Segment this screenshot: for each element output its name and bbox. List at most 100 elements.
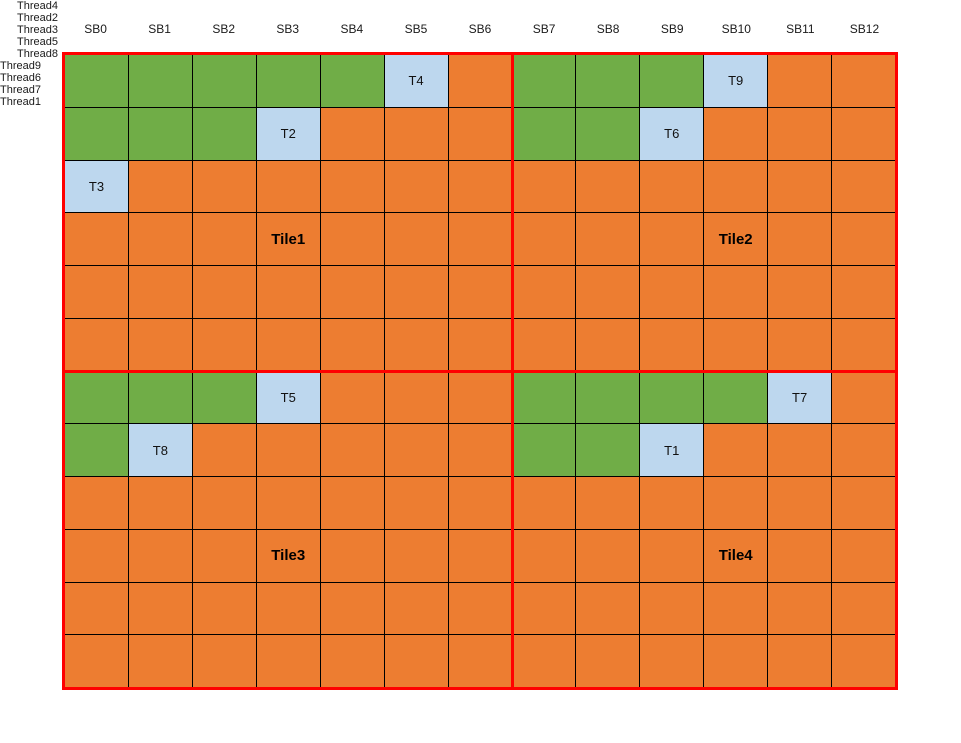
column-header-sb3: SB3 <box>276 22 300 36</box>
column-header-sb1: SB1 <box>148 22 171 36</box>
grid-cell-orange <box>384 318 448 371</box>
grid-cell-orange <box>320 582 384 635</box>
grid-cell-orange <box>640 213 704 265</box>
grid-cell-orange <box>512 160 576 213</box>
thread-label-thread1: Thread1 <box>0 96 41 108</box>
grid-cell-orange <box>320 477 384 529</box>
thread-label-thread6: Thread6 <box>0 72 41 84</box>
grid-cell-green <box>512 371 576 424</box>
grid-cell-orange <box>256 477 320 529</box>
grid-cell-green <box>512 424 576 476</box>
grid-cell-orange <box>256 160 320 213</box>
tile-label-tile4: Tile4 <box>718 547 753 565</box>
grid-cell-green <box>512 55 576 107</box>
grid-cell-orange <box>448 635 512 687</box>
tile-label-tile2: Tile2 <box>718 230 753 248</box>
grid-cell-orange <box>512 213 576 265</box>
grid-cell-orange <box>512 582 576 635</box>
grid-cell-orange <box>192 318 256 371</box>
grid-cell-orange <box>320 635 384 687</box>
tile-label-tile1: Tile1 <box>271 230 306 248</box>
thread-cell-t8: T8 <box>128 424 192 476</box>
grid-cell-orange <box>832 371 895 424</box>
grid-cell-orange <box>128 477 192 529</box>
grid-cell-green <box>192 107 256 160</box>
grid-cell-green <box>576 371 640 424</box>
grid-cell-orange <box>192 160 256 213</box>
grid-cell-orange <box>832 477 895 529</box>
grid-cell-orange <box>320 160 384 213</box>
grid-cell-orange <box>448 266 512 318</box>
grid-cell-orange <box>192 266 256 318</box>
grid-cell-orange <box>640 160 704 213</box>
grid-cell-green <box>256 55 320 107</box>
grid-cell-orange <box>768 213 832 265</box>
grid-cell-orange <box>448 55 512 107</box>
grid-cell-green <box>640 55 704 107</box>
grid-cell-orange <box>384 582 448 635</box>
grid-cell-orange <box>448 477 512 529</box>
grid-cell-orange <box>65 213 128 265</box>
grid-cell-green <box>512 107 576 160</box>
thread-cell-t6: T6 <box>640 107 704 160</box>
grid-cell-orange <box>128 160 192 213</box>
grid-cell-green <box>65 371 128 424</box>
grid-cell-orange <box>768 160 832 213</box>
grid-cell-orange: Tile4 <box>704 529 768 582</box>
grid-cell-orange <box>448 213 512 265</box>
grid-cell-orange <box>384 424 448 476</box>
thread-cell-t9: T9 <box>704 55 768 107</box>
grid-cell-orange <box>704 107 768 160</box>
grid-cell-orange <box>832 582 895 635</box>
grid-cell-orange <box>320 318 384 371</box>
grid-cell-orange <box>512 318 576 371</box>
thread-cell-t3: T3 <box>65 160 128 213</box>
column-header-sb4: SB4 <box>340 22 364 36</box>
grid-cell-orange <box>448 318 512 371</box>
grid-cell-orange <box>768 635 832 687</box>
thread-cell-t4: T4 <box>384 55 448 107</box>
right-thread-labels: Thread9 Thread6 Thread7 Thread1 <box>0 60 57 108</box>
grid-cell-orange <box>576 477 640 529</box>
grid-cell-orange <box>576 635 640 687</box>
grid-cell-orange <box>65 318 128 371</box>
grid-cell-orange <box>65 529 128 582</box>
grid-cell-orange <box>768 266 832 318</box>
grid-cell-green <box>128 55 192 107</box>
grid-cell-orange <box>512 477 576 529</box>
grid-cell-orange <box>384 529 448 582</box>
grid-cell-orange <box>832 160 895 213</box>
grid-cell-orange <box>65 477 128 529</box>
column-header-sb11: SB11 <box>786 22 815 36</box>
grid-cell-orange <box>128 318 192 371</box>
grid-cell-orange: Tile3 <box>256 529 320 582</box>
tile-label-tile3: Tile3 <box>271 547 306 565</box>
thread-cell-t7: T7 <box>768 371 832 424</box>
grid-cell-orange <box>640 582 704 635</box>
grid-cell-orange <box>640 318 704 371</box>
grid-cell-orange <box>704 424 768 476</box>
grid-cell-orange <box>65 582 128 635</box>
grid-cell-green <box>576 424 640 476</box>
column-header-row: SB0 SB1 SB2 SB3 SB4 SB5 SB6 SB7 SB8 SB9 SB10 SB11 SB… <box>64 14 896 44</box>
grid-cell-orange <box>256 424 320 476</box>
grid-cell-orange <box>384 213 448 265</box>
grid-cell-orange <box>320 371 384 424</box>
grid-cell-orange <box>768 318 832 371</box>
grid-cell-orange <box>640 477 704 529</box>
grid-cell-orange: Tile2 <box>704 213 768 265</box>
column-header-sb9: SB9 <box>660 22 684 36</box>
grid-cell-orange <box>768 529 832 582</box>
grid-cell-green <box>128 107 192 160</box>
grid-cell-orange <box>192 529 256 582</box>
grid-cell-orange <box>128 266 192 318</box>
grid-cell-green <box>640 371 704 424</box>
grid-cell-orange <box>448 529 512 582</box>
thread-label-thread7: Thread7 <box>0 84 41 96</box>
grid-cell-orange <box>832 318 895 371</box>
column-header-sb10: SB10 <box>721 22 751 36</box>
grid-cell-green <box>65 107 128 160</box>
grid-cell-orange <box>128 635 192 687</box>
grid-cell-green <box>192 55 256 107</box>
grid-cell-green <box>65 55 128 107</box>
